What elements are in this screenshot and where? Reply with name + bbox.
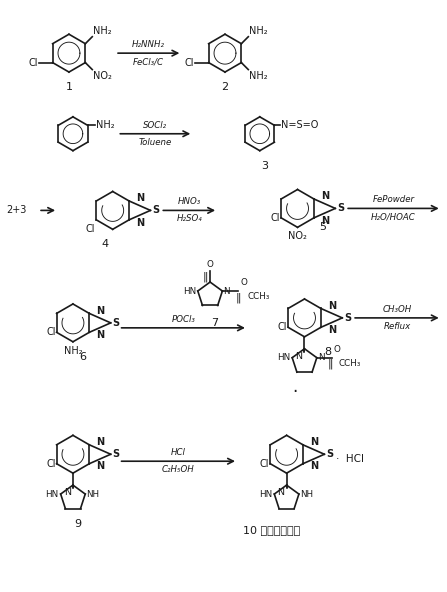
Text: HN: HN <box>277 353 290 362</box>
Text: HN: HN <box>46 490 59 498</box>
Text: N: N <box>97 330 105 340</box>
Text: NO₂: NO₂ <box>93 70 112 81</box>
Text: N: N <box>64 488 71 497</box>
Text: N: N <box>224 287 230 295</box>
Text: N: N <box>318 353 324 362</box>
Text: Cl: Cl <box>28 57 38 67</box>
Text: Cl: Cl <box>46 459 55 469</box>
Text: HCl: HCl <box>171 448 186 457</box>
Text: S: S <box>344 313 351 323</box>
Text: SOCl₂: SOCl₂ <box>143 121 167 130</box>
Text: POCl₃: POCl₃ <box>171 315 195 324</box>
Text: Toluene: Toluene <box>139 138 172 147</box>
Text: N=S=O: N=S=O <box>281 120 319 130</box>
Text: CCH₃: CCH₃ <box>339 359 361 368</box>
Text: H₂NNH₂: H₂NNH₂ <box>132 40 165 49</box>
Text: N: N <box>328 301 336 311</box>
Text: C₂H₅OH: C₂H₅OH <box>162 465 194 474</box>
Text: HNO₃: HNO₃ <box>177 197 201 207</box>
Text: N: N <box>328 325 336 335</box>
Text: N: N <box>136 218 144 227</box>
Text: NH: NH <box>86 490 99 498</box>
Text: 2+3: 2+3 <box>6 205 27 215</box>
Text: Reflux: Reflux <box>383 322 410 331</box>
Text: 9: 9 <box>74 519 81 529</box>
Text: FePowder: FePowder <box>372 195 414 204</box>
Text: S: S <box>337 204 344 213</box>
Text: HN: HN <box>183 287 196 295</box>
Text: Cl: Cl <box>184 57 194 67</box>
Text: H₂SO₄: H₂SO₄ <box>176 214 202 223</box>
Text: Cl: Cl <box>278 323 287 332</box>
Text: 1: 1 <box>65 82 72 92</box>
Text: CH₃OH: CH₃OH <box>382 305 412 314</box>
Text: N: N <box>97 437 105 447</box>
Text: 5: 5 <box>320 223 326 232</box>
Text: ·  HCl: · HCl <box>336 454 364 464</box>
Text: CCH₃: CCH₃ <box>247 292 270 301</box>
Text: ‖: ‖ <box>202 272 208 282</box>
Text: NH₂: NH₂ <box>63 346 82 356</box>
Text: FeCl₃/C: FeCl₃/C <box>133 57 164 66</box>
Text: Cl: Cl <box>86 224 95 234</box>
Text: S: S <box>152 205 160 215</box>
Text: N: N <box>321 215 329 226</box>
Text: 8: 8 <box>325 347 332 357</box>
Text: NH₂: NH₂ <box>249 25 268 36</box>
Text: HN: HN <box>259 490 272 498</box>
Text: NH₂: NH₂ <box>249 70 268 81</box>
Text: S: S <box>113 318 120 328</box>
Text: 10 盐酸替扎尼定: 10 盐酸替扎尼定 <box>243 525 300 535</box>
Text: Cl: Cl <box>260 459 269 469</box>
Text: 7: 7 <box>211 318 219 328</box>
Text: NH₂: NH₂ <box>93 25 112 36</box>
Text: NH: NH <box>300 490 313 498</box>
Text: Cl: Cl <box>46 327 55 337</box>
Text: Cl: Cl <box>271 213 280 223</box>
Text: S: S <box>113 449 120 459</box>
Text: N: N <box>321 191 329 201</box>
Text: O: O <box>240 278 247 287</box>
Text: ‖: ‖ <box>236 292 241 303</box>
Text: 2: 2 <box>221 82 228 92</box>
Text: ‖: ‖ <box>328 359 333 369</box>
Text: NH₂: NH₂ <box>96 120 114 130</box>
Text: 3: 3 <box>261 160 268 170</box>
Text: N: N <box>278 488 285 497</box>
Text: O: O <box>333 345 341 353</box>
Text: .: . <box>292 378 297 395</box>
Text: N: N <box>310 437 318 447</box>
Text: 6: 6 <box>80 352 86 362</box>
Text: N: N <box>295 352 303 361</box>
Text: N: N <box>310 462 318 471</box>
Text: N: N <box>97 462 105 471</box>
Text: N: N <box>136 193 144 203</box>
Text: H₂O/HOAC: H₂O/HOAC <box>371 213 416 221</box>
Text: 4: 4 <box>101 239 108 249</box>
Text: S: S <box>326 449 333 459</box>
Text: N: N <box>97 305 105 316</box>
Text: O: O <box>207 260 214 269</box>
Text: NO₂: NO₂ <box>288 231 307 242</box>
